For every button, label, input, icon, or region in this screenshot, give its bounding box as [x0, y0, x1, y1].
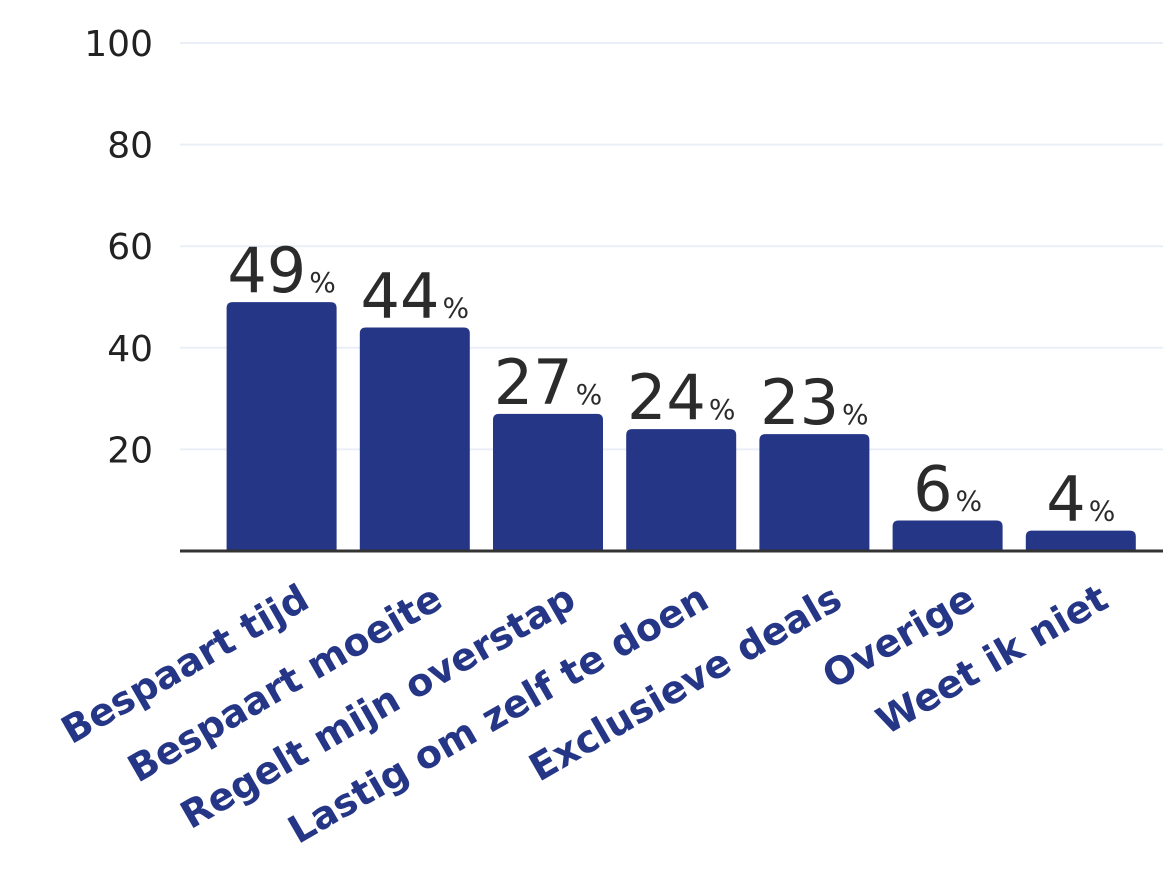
value-label: 49% [227, 234, 336, 307]
value-label: 27% [494, 346, 603, 419]
gridlines [180, 42, 1163, 451]
bars [226, 302, 1136, 551]
value-label: 4% [1046, 463, 1115, 536]
bar-1 [359, 327, 470, 551]
bar-5 [892, 520, 1003, 551]
bar-6 [1025, 530, 1136, 551]
y-tick-label: 60 [107, 227, 153, 268]
bar-0 [226, 302, 337, 551]
bar-2 [493, 413, 603, 551]
value-labels: 49% 44 % 27% 24% 23 % 6% 4% [227, 234, 1115, 536]
category-label: Weet ik niet [869, 576, 1115, 744]
y-tick-label: 40 [107, 329, 153, 370]
bar-3 [626, 429, 737, 551]
y-tick-label: 80 [107, 126, 153, 167]
value-label: 24% [627, 361, 736, 434]
y-tick-label: 100 [84, 24, 153, 65]
value-label: 23% [760, 366, 869, 439]
value-label: 44% [361, 259, 470, 332]
value-label: 6% [913, 453, 982, 526]
bar-4 [759, 434, 870, 551]
y-tick-label: 20 [107, 430, 153, 471]
y-axis-tick-labels: 20 40 60 80 100 [84, 24, 153, 471]
